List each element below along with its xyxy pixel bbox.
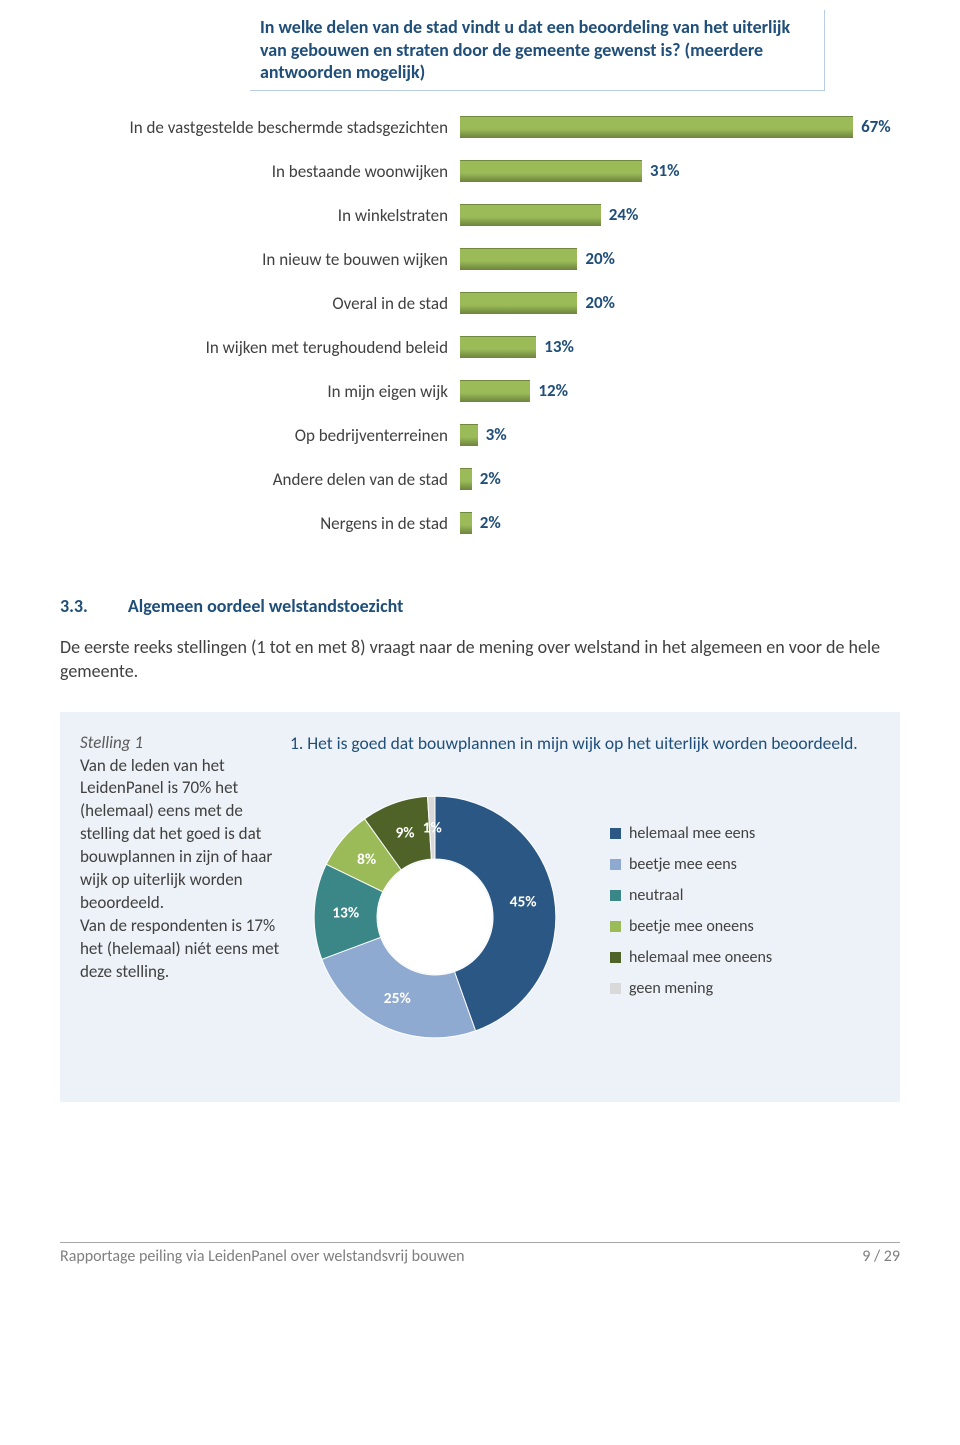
donut-legend: helemaal mee eens beetje mee eens neutraal… — [610, 824, 772, 1010]
legend-swatch — [610, 983, 621, 994]
page-footer: Rapportage peiling via LeidenPanel over … — [60, 1242, 900, 1266]
bar-value: 67% — [853, 116, 891, 138]
legend-item: helemaal mee eens — [610, 824, 772, 843]
legend-item: beetje mee oneens — [610, 917, 772, 936]
stelling-text-block: Stelling 1 Van de leden van het LeidenPa… — [80, 732, 280, 1063]
bar-fill — [460, 380, 530, 402]
bar-value: 31% — [642, 160, 680, 182]
bar-row: In de vastgestelde beschermde stadsgezic… — [60, 105, 900, 149]
legend-swatch — [610, 952, 621, 963]
bar-row: In mijn eigen wijk 12% — [60, 369, 900, 413]
bar-value: 20% — [577, 248, 615, 270]
bar-value: 12% — [530, 380, 568, 402]
bar-value: 3% — [478, 424, 507, 446]
bar-value: 20% — [577, 292, 615, 314]
donut-hole — [378, 860, 492, 974]
legend-label: beetje mee eens — [629, 855, 737, 874]
donut-slice-label: 13% — [332, 904, 359, 923]
bar-row: In bestaande woonwijken 31% — [60, 149, 900, 193]
donut-chart: 45% 25% 13% 8% 9% 1% — [290, 772, 580, 1062]
bar-label: In bestaande woonwijken — [60, 161, 460, 182]
bar-value: 2% — [472, 512, 501, 534]
donut-slice-label: 9% — [395, 824, 414, 843]
bar-label: In nieuw te bouwen wijken — [60, 249, 460, 270]
bar-fill — [460, 292, 577, 314]
bar-label: In de vastgestelde beschermde stadsgezic… — [60, 117, 460, 138]
footer-right: 9 / 29 — [862, 1247, 900, 1266]
legend-item: beetje mee eens — [610, 855, 772, 874]
bar-fill — [460, 160, 642, 182]
bar-label: Op bedrijventerreinen — [60, 425, 460, 446]
bar-value: 13% — [536, 336, 574, 358]
legend-label: helemaal mee oneens — [629, 948, 772, 967]
legend-label: geen mening — [629, 979, 713, 998]
bar-row: Andere delen van de stad 2% — [60, 457, 900, 501]
stelling-title: Stelling 1 — [80, 732, 143, 753]
bar-value: 24% — [601, 204, 639, 226]
donut-slice-label: 8% — [357, 851, 376, 870]
legend-swatch — [610, 828, 621, 839]
bar-row: Overal in de stad 20% — [60, 281, 900, 325]
footer-left: Rapportage peiling via LeidenPanel over … — [60, 1247, 465, 1266]
bar-row: Op bedrijventerreinen 3% — [60, 413, 900, 457]
section-title: Algemeen oordeel welstandstoezicht — [128, 595, 403, 617]
bar-row: Nergens in de stad 2% — [60, 501, 900, 545]
bar-fill — [460, 248, 577, 270]
legend-label: neutraal — [629, 886, 683, 905]
legend-swatch — [610, 921, 621, 932]
bar-label: In winkelstraten — [60, 205, 460, 226]
bar-label: Nergens in de stad — [60, 513, 460, 534]
bar-label: Andere delen van de stad — [60, 469, 460, 490]
legend-item: helemaal mee oneens — [610, 948, 772, 967]
stelling-text-1: Van de leden van het LeidenPanel is 70% … — [80, 755, 272, 914]
bar-fill — [460, 116, 853, 138]
bar-fill — [460, 468, 472, 490]
bar-fill — [460, 336, 536, 358]
bar-fill — [460, 204, 601, 226]
stelling-panel: Stelling 1 Van de leden van het LeidenPa… — [60, 712, 900, 1103]
bar-chart-title: In welke delen van de stad vindt u dat e… — [250, 10, 825, 91]
section-paragraph: De eerste reeks stellingen (1 tot en met… — [60, 635, 900, 684]
legend-label: beetje mee oneens — [629, 917, 754, 936]
bar-value: 2% — [472, 468, 501, 490]
donut-chart-title: 1. Het is goed dat bouwplannen in mijn w… — [290, 732, 880, 755]
legend-swatch — [610, 890, 621, 901]
bar-fill — [460, 424, 478, 446]
bar-row: In wijken met terughoudend beleid 13% — [60, 325, 900, 369]
donut-slice-label: 1% — [423, 819, 442, 838]
stelling-text-2: Van de respondenten is 17% het (helemaal… — [80, 915, 279, 982]
bar-label: In mijn eigen wijk — [60, 381, 460, 402]
section-number: 3.3. — [60, 595, 88, 617]
donut-slice-label: 45% — [510, 893, 537, 912]
bar-chart: In welke delen van de stad vindt u dat e… — [60, 10, 900, 545]
donut-slice-label: 25% — [384, 989, 411, 1008]
legend-item: geen mening — [610, 979, 772, 998]
bar-row: In nieuw te bouwen wijken 20% — [60, 237, 900, 281]
legend-label: helemaal mee eens — [629, 824, 755, 843]
bar-label: In wijken met terughoudend beleid — [60, 337, 460, 358]
legend-swatch — [610, 859, 621, 870]
bar-fill — [460, 512, 472, 534]
bar-label: Overal in de stad — [60, 293, 460, 314]
section-heading: 3.3. Algemeen oordeel welstandstoezicht — [60, 595, 900, 617]
legend-item: neutraal — [610, 886, 772, 905]
bar-row: In winkelstraten 24% — [60, 193, 900, 237]
